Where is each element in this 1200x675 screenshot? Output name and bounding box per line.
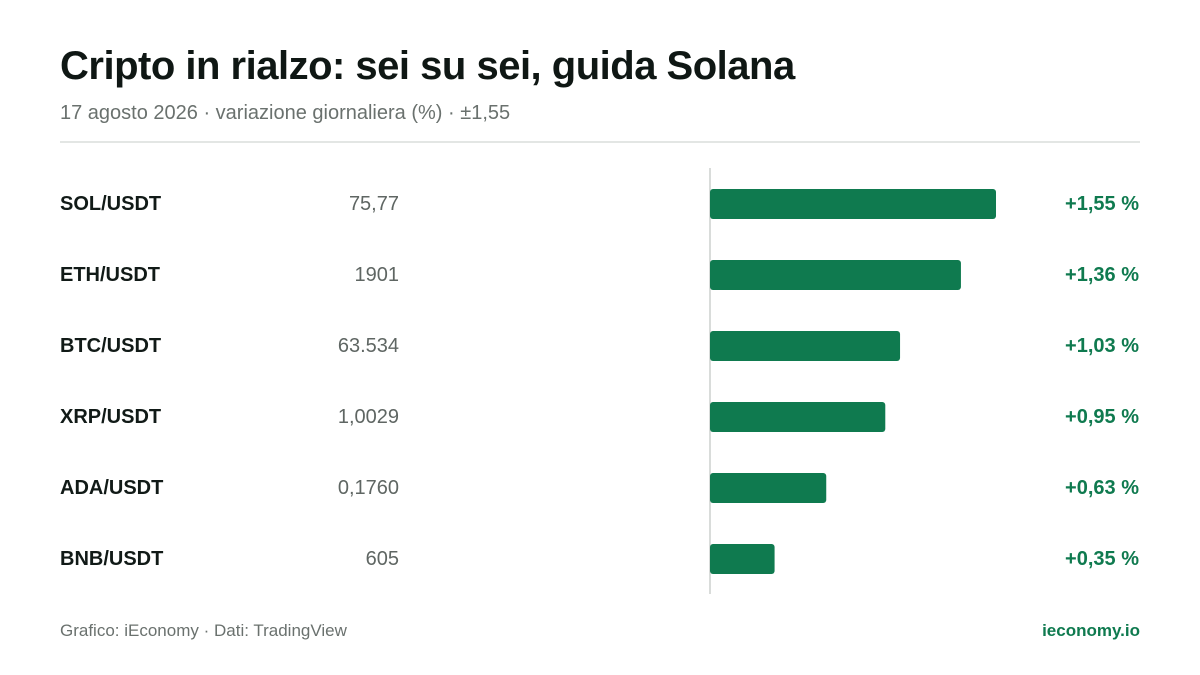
price-label: 0,1760 — [338, 477, 399, 499]
change-value-label: +0,35 % — [1065, 548, 1139, 570]
bar-row: XRP/USDT 1,0029 +0,95 % — [60, 402, 1139, 432]
pair-label: BTC/USDT — [60, 335, 161, 357]
chart-subtitle: 17 agosto 2026 · variazione giornaliera … — [60, 102, 511, 124]
bar-row: BNB/USDT 605 +0,35 % — [60, 544, 1139, 574]
change-value-label: +0,95 % — [1065, 406, 1139, 428]
pair-label: BNB/USDT — [60, 548, 163, 570]
change-value-label: +1,55 % — [1065, 193, 1139, 215]
pair-label: ETH/USDT — [60, 264, 160, 286]
header-divider — [60, 141, 1140, 143]
footer-brand-link[interactable]: ieconomy.io — [1042, 621, 1140, 640]
bar-row: ADA/USDT 0,1760 +0,63 % — [60, 473, 1139, 503]
footer-source: Grafico: iEconomy · Dati: TradingView — [60, 621, 347, 640]
change-value-label: +1,36 % — [1065, 264, 1139, 286]
price-label: 75,77 — [349, 193, 399, 215]
price-label: 63.534 — [338, 335, 399, 357]
change-bar — [710, 331, 901, 361]
change-bar — [710, 402, 886, 432]
bar-row: ETH/USDT 1901 +1,36 % — [60, 260, 1139, 290]
pair-label: SOL/USDT — [60, 193, 161, 215]
pair-label: XRP/USDT — [60, 406, 161, 428]
bar-row: SOL/USDT 75,77 +1,55 % — [60, 189, 1139, 219]
chart-title: Cripto in rialzo: sei su sei, guida Sola… — [60, 44, 795, 88]
change-value-label: +0,63 % — [1065, 477, 1139, 499]
change-bar — [710, 189, 996, 219]
change-bar — [710, 473, 827, 503]
price-label: 1901 — [355, 264, 400, 286]
bar-row: BTC/USDT 63.534 +1,03 % — [60, 331, 1139, 361]
change-value-label: +1,03 % — [1065, 335, 1139, 357]
change-bar — [710, 544, 775, 574]
price-label: 1,0029 — [338, 406, 399, 428]
change-bar — [710, 260, 961, 290]
pair-label: ADA/USDT — [60, 477, 163, 499]
price-label: 605 — [366, 548, 399, 570]
